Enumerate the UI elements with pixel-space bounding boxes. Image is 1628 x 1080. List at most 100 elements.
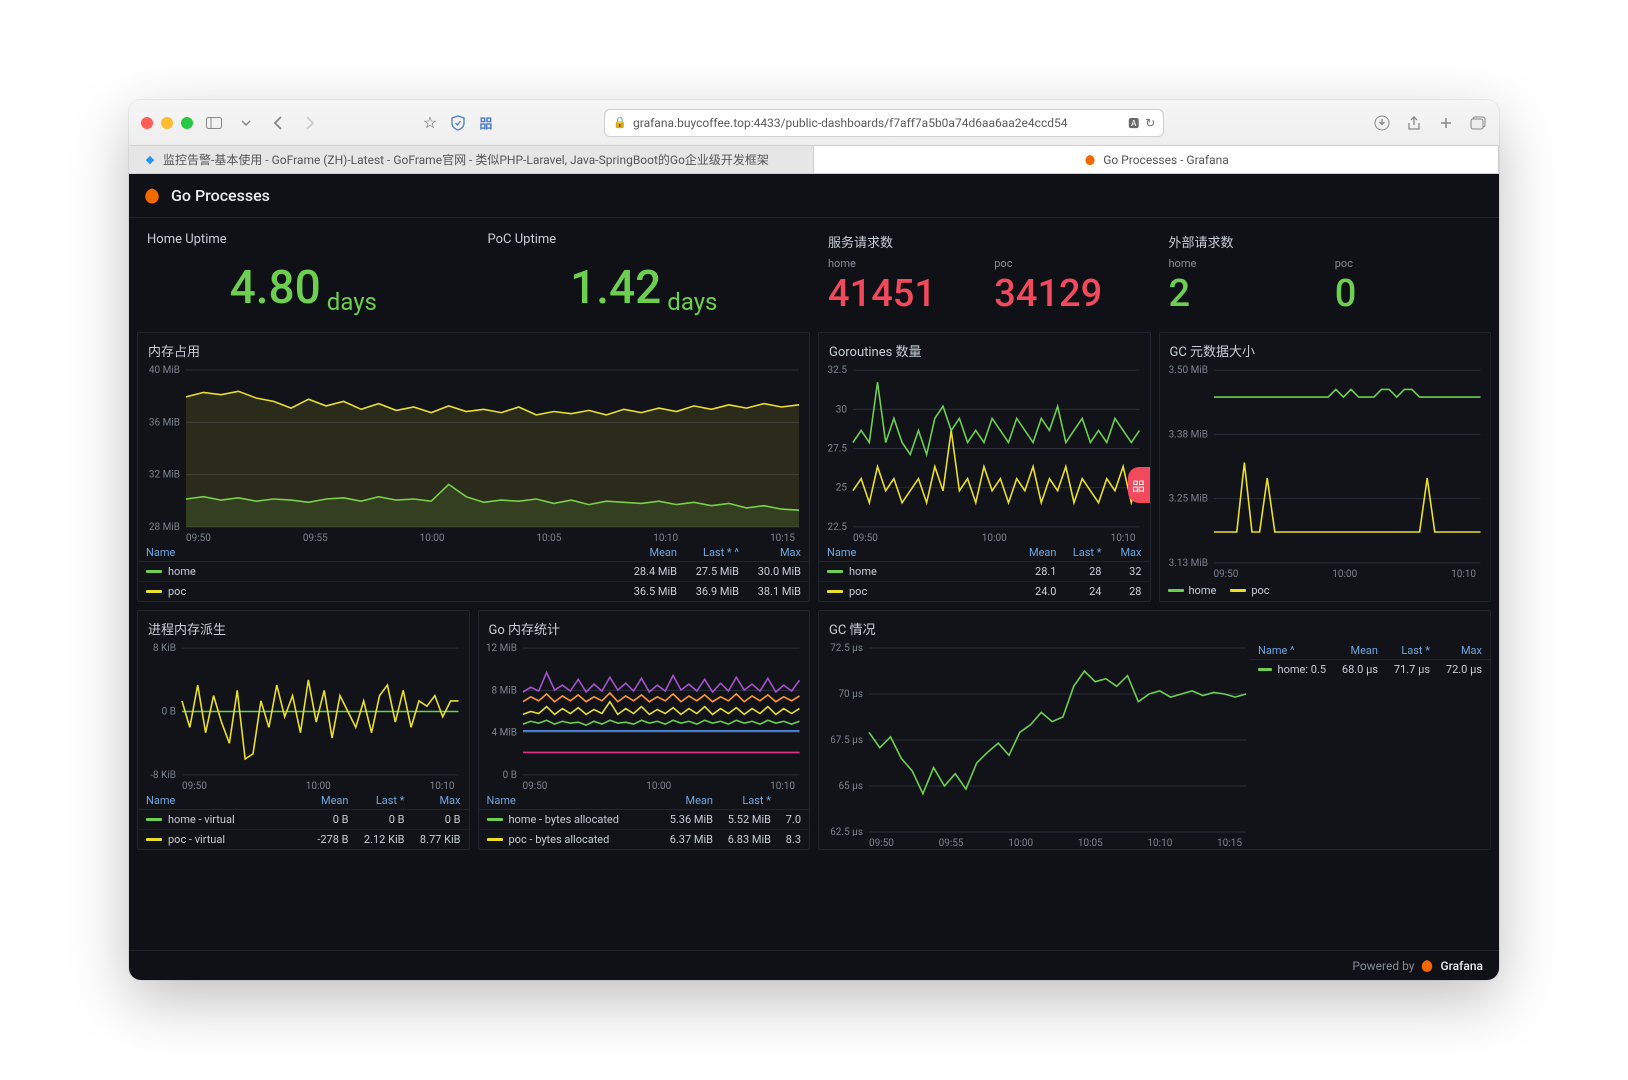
downloads-icon[interactable]	[1373, 114, 1391, 132]
panel-gc-status: GC 情况 72.5 µs70 µs67.5 µs65 µs62.5 µs 09…	[818, 610, 1491, 850]
legend-table: Name Mean Last * Max home28.12832poc24.0…	[819, 544, 1150, 601]
col-name[interactable]: Name	[827, 546, 1012, 559]
legend-row[interactable]: poc - virtual-278 B2.12 KiB8.77 KiB	[138, 830, 469, 849]
browser-tab-grafana[interactable]: Go Processes - Grafana	[814, 146, 1499, 173]
svg-text:65 µs: 65 µs	[838, 781, 863, 792]
legend-row[interactable]: home - bytes allocated5.36 MiB5.52 MiB7.…	[479, 810, 810, 830]
shield-icon[interactable]	[449, 114, 467, 132]
forward-button[interactable]	[299, 112, 321, 134]
legend-row[interactable]: home28.4 MiB27.5 MiB30.0 MiB	[138, 562, 809, 582]
legend-inline: homepoc	[1160, 580, 1491, 601]
svg-text:72.5 µs: 72.5 µs	[830, 643, 863, 654]
panel-title: Goroutines 数量	[819, 333, 1150, 364]
legend-row[interactable]: poc - bytes allocated6.37 MiB6.83 MiB8.3	[479, 830, 810, 849]
col-last[interactable]: Last *	[713, 794, 771, 807]
svg-text:25: 25	[836, 483, 848, 494]
side-handle-button[interactable]: 㗊	[1128, 467, 1150, 503]
legend-row[interactable]: home: 0.568.0 µs71.7 µs72.0 µs	[1250, 660, 1490, 679]
panel-title: PoC Uptime	[478, 224, 811, 251]
col-max[interactable]: Max	[1430, 644, 1482, 657]
panel-process-memory-derived: 进程内存派生 8 KiB0 B-8 KiB 09:5010:0010:10 Na…	[137, 610, 470, 850]
maximize-window-button[interactable]	[181, 117, 193, 129]
tab-overview-icon[interactable]	[1469, 114, 1487, 132]
chart-process-memory[interactable]: 8 KiB0 B-8 KiB	[138, 642, 463, 779]
col-max[interactable]	[771, 794, 801, 807]
panel-title: 服务请求数	[818, 224, 1151, 255]
tab-group-menu[interactable]	[235, 112, 257, 134]
col-mean[interactable]: Mean	[1326, 644, 1378, 657]
col-name[interactable]: Name ^	[1258, 644, 1326, 657]
panel-title: Go 内存统计	[479, 611, 810, 642]
x-axis: 09:5010:0010:10	[819, 531, 1144, 544]
col-mean[interactable]: Mean	[299, 794, 349, 807]
panel-title: 外部请求数	[1159, 224, 1492, 255]
dashboard-title: Go Processes	[171, 186, 270, 205]
legend-row[interactable]: poc24.02428	[819, 582, 1150, 601]
panel-title: GC 元数据大小	[1160, 333, 1491, 364]
col-last[interactable]: Last *	[1378, 644, 1430, 657]
col-mean[interactable]: Mean	[615, 546, 677, 559]
legend-item[interactable]: poc	[1230, 584, 1269, 597]
svg-text:36 MiB: 36 MiB	[149, 417, 180, 428]
svg-text:67.5 µs: 67.5 µs	[830, 735, 863, 746]
svg-text:32.5: 32.5	[828, 365, 848, 376]
browser-window: ☆ 㗊 🔒 grafana.buycoffee.top:4433/public-…	[129, 100, 1499, 980]
sidebar-toggle-button[interactable]	[203, 112, 225, 134]
panel-title: Home Uptime	[137, 224, 470, 251]
browser-tab-goframe[interactable]: ◆ 监控告警-基本使用 - GoFrame (ZH)-Latest - GoFr…	[129, 146, 814, 173]
stat-value: 2	[1169, 272, 1315, 316]
col-max[interactable]: Max	[739, 546, 801, 559]
chart-gc[interactable]: 72.5 µs70 µs67.5 µs65 µs62.5 µs	[819, 642, 1250, 836]
svg-text:8 KiB: 8 KiB	[153, 643, 176, 654]
svg-text:30: 30	[836, 404, 848, 415]
col-name[interactable]: Name	[146, 794, 299, 807]
svg-text:40 MiB: 40 MiB	[149, 365, 180, 376]
reload-icon[interactable]: ↻	[1145, 116, 1155, 130]
brand-label: Grafana	[1440, 959, 1483, 973]
new-tab-icon[interactable]	[1437, 114, 1455, 132]
translate-icon[interactable]: 㗊	[477, 114, 495, 132]
tab-title: Go Processes - Grafana	[1103, 153, 1229, 167]
panel-gc-metadata-size: GC 元数据大小 3.50 MiB3.38 MiB3.25 MiB3.13 Mi…	[1159, 332, 1492, 602]
col-name[interactable]: Name	[487, 794, 656, 807]
col-last[interactable]: Last *	[349, 794, 405, 807]
col-name[interactable]: Name	[146, 546, 615, 559]
stat-label: poc	[1335, 257, 1481, 270]
chart-go-memory[interactable]: 12 MiB8 MiB4 MiB0 B	[479, 642, 804, 779]
col-last[interactable]: Last *	[1057, 546, 1102, 559]
panel-external-requests: 外部请求数 home 2 poc 0	[1159, 224, 1492, 324]
col-mean[interactable]: Mean	[655, 794, 713, 807]
svg-text:27.5: 27.5	[828, 443, 848, 454]
address-bar[interactable]: 🔒 grafana.buycoffee.top:4433/public-dash…	[604, 109, 1164, 137]
share-icon[interactable]	[1405, 114, 1423, 132]
stat-label: home	[828, 257, 974, 270]
window-controls	[141, 117, 193, 129]
reader-icon[interactable]: 🅰	[1128, 115, 1139, 131]
col-last[interactable]: Last * ^	[677, 546, 739, 559]
chart-goroutines[interactable]: 32.53027.52522.5	[819, 364, 1144, 531]
legend-row[interactable]: poc36.5 MiB36.9 MiB38.1 MiB	[138, 582, 809, 601]
legend-row[interactable]: home - virtual0 B0 B0 B	[138, 810, 469, 830]
close-window-button[interactable]	[141, 117, 153, 129]
svg-text:8 MiB: 8 MiB	[491, 685, 516, 696]
legend-row[interactable]: home28.12832	[819, 562, 1150, 582]
svg-text:3.13 MiB: 3.13 MiB	[1168, 558, 1207, 567]
chart-gc-metadata[interactable]: 3.50 MiB3.38 MiB3.25 MiB3.13 MiB	[1160, 364, 1485, 567]
legend-item[interactable]: home	[1168, 584, 1217, 597]
col-mean[interactable]: Mean	[1012, 546, 1057, 559]
bookmark-icon[interactable]: ☆	[421, 114, 439, 132]
svg-text:3.38 MiB: 3.38 MiB	[1168, 429, 1207, 440]
panel-service-requests: 服务请求数 home 41451 poc 34129	[818, 224, 1151, 324]
svg-text:12 MiB: 12 MiB	[485, 643, 516, 654]
col-max[interactable]: Max	[1102, 546, 1142, 559]
goframe-favicon-icon: ◆	[143, 153, 157, 167]
panel-go-memory-stats: Go 内存统计 12 MiB8 MiB4 MiB0 B 09:5010:0010…	[478, 610, 811, 850]
chart-memory-usage[interactable]: 40 MiB36 MiB32 MiB28 MiB	[138, 364, 803, 531]
grafana-logo-icon	[143, 187, 161, 205]
panel-home-uptime: Home Uptime 4.80 days	[137, 224, 470, 324]
back-button[interactable]	[267, 112, 289, 134]
lock-icon: 🔒	[613, 116, 627, 129]
col-max[interactable]: Max	[405, 794, 461, 807]
panel-grid: Home Uptime 4.80 days PoC Uptime 1.42 da…	[129, 218, 1499, 950]
minimize-window-button[interactable]	[161, 117, 173, 129]
